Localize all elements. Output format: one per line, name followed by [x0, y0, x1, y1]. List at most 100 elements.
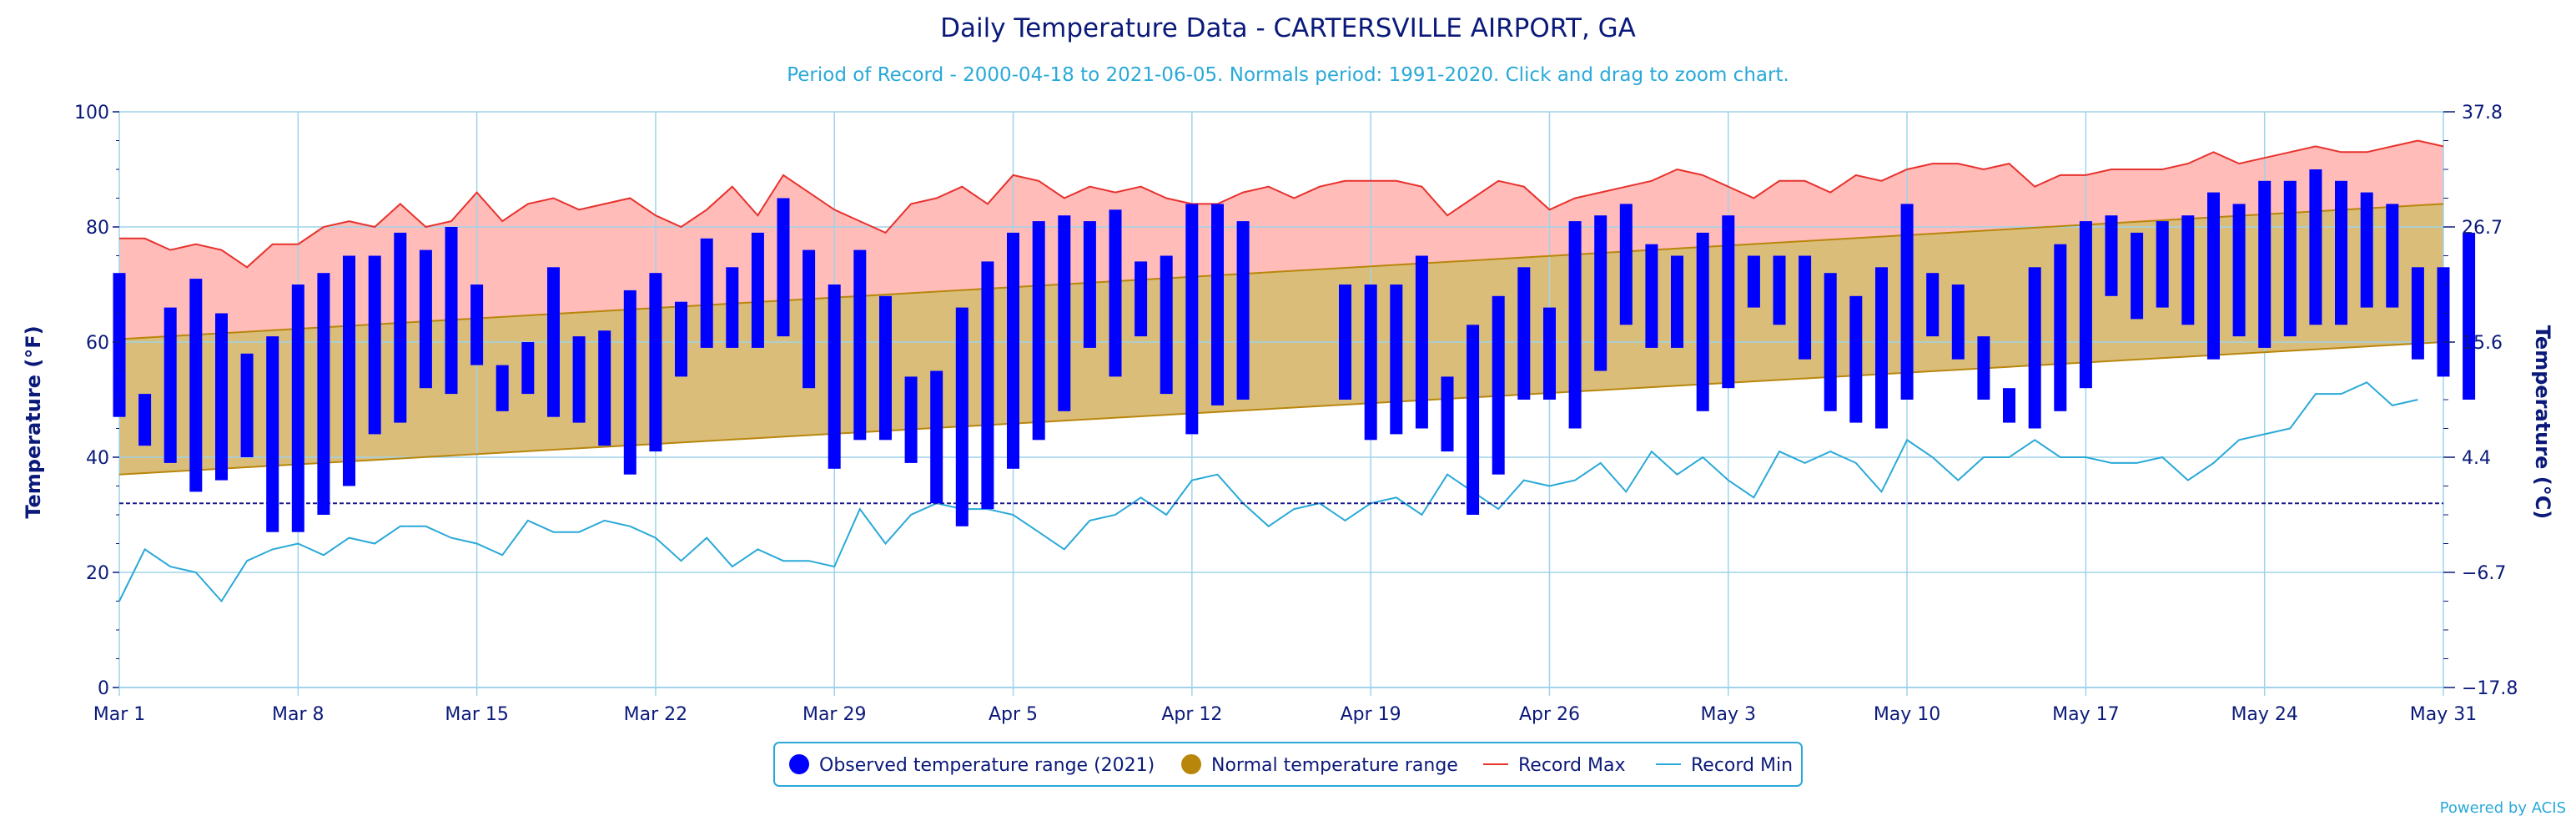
- observed-bar[interactable]: [1517, 267, 1531, 400]
- observed-bar[interactable]: [2386, 204, 2399, 308]
- observed-bar[interactable]: [2335, 180, 2347, 325]
- observed-bar[interactable]: [1926, 273, 1940, 337]
- observed-bar[interactable]: [496, 365, 509, 411]
- observed-bar[interactable]: [955, 307, 969, 526]
- observed-bar[interactable]: [1185, 204, 1199, 435]
- observed-bar[interactable]: [1211, 204, 1224, 405]
- observed-bar[interactable]: [1083, 221, 1096, 348]
- observed-bar[interactable]: [343, 255, 355, 486]
- observed-bar[interactable]: [2028, 267, 2041, 429]
- observed-bar[interactable]: [1824, 273, 1837, 411]
- observed-bar[interactable]: [1671, 255, 1683, 348]
- legend-item-record-max[interactable]: Record Max: [1483, 755, 1626, 776]
- observed-bar[interactable]: [1236, 221, 1250, 400]
- observed-bar[interactable]: [1364, 285, 1377, 441]
- observed-bar[interactable]: [828, 285, 841, 469]
- observed-bar[interactable]: [1645, 244, 1658, 348]
- observed-bar[interactable]: [1467, 325, 1480, 515]
- observed-bar[interactable]: [1951, 285, 1965, 360]
- observed-bar[interactable]: [802, 249, 816, 389]
- x-tick-label: Apr 12: [1161, 704, 1222, 725]
- observed-bar[interactable]: [113, 273, 126, 417]
- observed-bar[interactable]: [1900, 204, 1914, 400]
- observed-bar[interactable]: [2309, 169, 2322, 325]
- legend-item-record-min[interactable]: Record Min: [1656, 755, 1793, 776]
- observed-bar[interactable]: [215, 313, 228, 481]
- observed-bar[interactable]: [930, 370, 943, 504]
- observed-bar[interactable]: [700, 238, 713, 348]
- observed-bar[interactable]: [1135, 261, 1148, 337]
- observed-bar[interactable]: [2411, 267, 2424, 360]
- observed-bar[interactable]: [1007, 232, 1019, 469]
- y-tick-label-left: 100: [74, 103, 109, 123]
- observed-bar[interactable]: [394, 232, 407, 423]
- observed-bar[interactable]: [649, 273, 662, 452]
- observed-bar[interactable]: [2360, 192, 2373, 308]
- observed-bar[interactable]: [1722, 215, 1735, 389]
- observed-bar[interactable]: [1441, 376, 1454, 452]
- observed-bar[interactable]: [1339, 285, 1351, 400]
- observed-bar[interactable]: [1032, 221, 1045, 441]
- observed-bar[interactable]: [1875, 267, 1888, 429]
- observed-bar[interactable]: [164, 307, 177, 463]
- legend-item-normal[interactable]: Normal temperature range: [1181, 754, 1458, 776]
- observed-bar[interactable]: [2283, 180, 2297, 337]
- observed-bar[interactable]: [1594, 215, 1607, 371]
- observed-bar[interactable]: [521, 342, 535, 395]
- observed-bar[interactable]: [419, 249, 432, 389]
- observed-bar[interactable]: [1747, 255, 1760, 308]
- observed-bar[interactable]: [777, 198, 790, 337]
- observed-bar[interactable]: [2079, 221, 2092, 389]
- observed-bar[interactable]: [1568, 221, 1582, 429]
- observed-bar[interactable]: [1543, 307, 1556, 400]
- observed-bar[interactable]: [189, 279, 203, 492]
- observed-bar[interactable]: [2232, 204, 2246, 337]
- observed-bar[interactable]: [1773, 255, 1786, 325]
- observed-bar[interactable]: [2105, 215, 2118, 296]
- observed-bar[interactable]: [2258, 180, 2272, 348]
- observed-bar[interactable]: [2003, 388, 2015, 423]
- observed-bar[interactable]: [1109, 209, 1122, 377]
- observed-bar[interactable]: [1696, 232, 1709, 411]
- observed-bar[interactable]: [2156, 221, 2169, 308]
- observed-bar[interactable]: [879, 295, 892, 441]
- observed-bar[interactable]: [1415, 255, 1428, 429]
- observed-bar[interactable]: [317, 273, 330, 515]
- observed-bar[interactable]: [2207, 192, 2220, 360]
- observed-bar[interactable]: [2131, 232, 2144, 320]
- observed-bar[interactable]: [904, 376, 918, 463]
- legend-item-observed[interactable]: Observed temperature range (2021): [789, 754, 1155, 776]
- observed-bar[interactable]: [853, 249, 867, 441]
- observed-bar[interactable]: [1799, 255, 1812, 360]
- y-tick-label-right: 4.4: [2462, 448, 2491, 469]
- observed-bar[interactable]: [1492, 295, 1505, 475]
- observed-bar[interactable]: [1390, 285, 1403, 435]
- observed-bar[interactable]: [1619, 204, 1633, 325]
- observed-bar[interactable]: [2054, 244, 2067, 411]
- observed-bar[interactable]: [675, 301, 687, 377]
- observed-bar[interactable]: [1058, 215, 1071, 411]
- observed-bar[interactable]: [2463, 232, 2476, 400]
- observed-bar[interactable]: [266, 336, 279, 532]
- observed-bar[interactable]: [445, 227, 458, 395]
- observed-bar[interactable]: [572, 336, 586, 423]
- observed-bar[interactable]: [726, 267, 739, 348]
- observed-bar[interactable]: [1160, 255, 1173, 395]
- observed-bar[interactable]: [291, 285, 304, 532]
- observed-bar[interactable]: [2437, 267, 2450, 377]
- observed-bar[interactable]: [623, 290, 636, 475]
- observed-bar[interactable]: [598, 330, 611, 446]
- observed-bar[interactable]: [1977, 336, 1990, 400]
- observed-bar[interactable]: [368, 255, 381, 435]
- observed-bar[interactable]: [470, 285, 484, 365]
- credits-link[interactable]: Powered by ACIS: [2440, 799, 2566, 817]
- observed-bar[interactable]: [138, 394, 152, 446]
- observed-bar[interactable]: [2181, 215, 2195, 325]
- observed-bar[interactable]: [240, 353, 254, 457]
- observed-bar[interactable]: [1849, 295, 1863, 423]
- observed-bar[interactable]: [751, 232, 764, 348]
- y-tick-label-left: 20: [86, 563, 109, 584]
- observed-bar[interactable]: [547, 267, 560, 417]
- observed-bar[interactable]: [981, 261, 994, 510]
